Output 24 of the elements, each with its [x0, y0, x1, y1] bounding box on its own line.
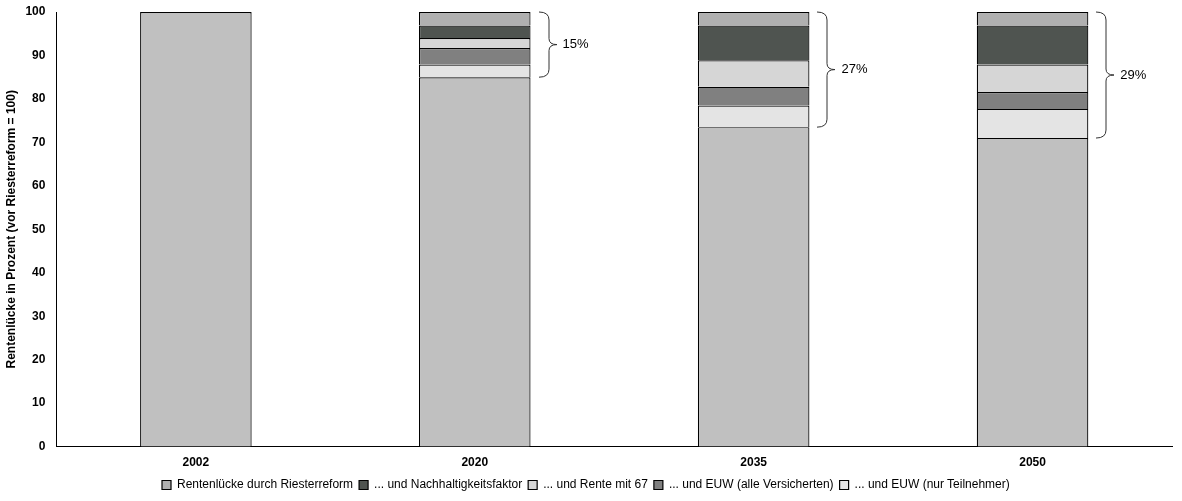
x-tick-label: 2020	[461, 455, 489, 470]
annotation: 27%	[841, 61, 868, 77]
y-tick-label: 80	[32, 91, 46, 106]
y-tick-label: 90	[32, 47, 46, 62]
legend-label: ... und EUW (nur Teilnehmer)	[854, 477, 1010, 492]
legend-label: ... und Nachhaltigkeitsfaktor	[374, 477, 523, 492]
annotation: 29%	[1120, 66, 1147, 82]
legend-label: ... und Rente mit 67	[543, 477, 649, 492]
legend-label: ... und EUW (alle Versicherten)	[668, 477, 834, 492]
annotation: 15%	[562, 36, 589, 52]
y-tick-label: 10	[32, 395, 46, 410]
y-axis-title: Rentenlücke in Prozent (vor Riesterreform = 100)	[3, 90, 18, 369]
y-tick-label: 0	[38, 438, 46, 453]
x-tick-label: 2002	[182, 455, 210, 470]
y-tick-label: 70	[32, 134, 46, 149]
y-tick-label: 100	[25, 4, 46, 19]
y-tick-label: 40	[32, 265, 46, 280]
y-tick-label: 20	[32, 351, 46, 366]
x-tick-label: 2050	[1019, 455, 1047, 470]
y-tick-label: 60	[32, 178, 46, 193]
y-tick-label: 30	[32, 308, 46, 323]
y-tick-label: 50	[32, 221, 46, 236]
x-tick-label: 2035	[740, 455, 768, 470]
legend-label: Rentenlücke durch Riesterreform	[177, 477, 354, 492]
